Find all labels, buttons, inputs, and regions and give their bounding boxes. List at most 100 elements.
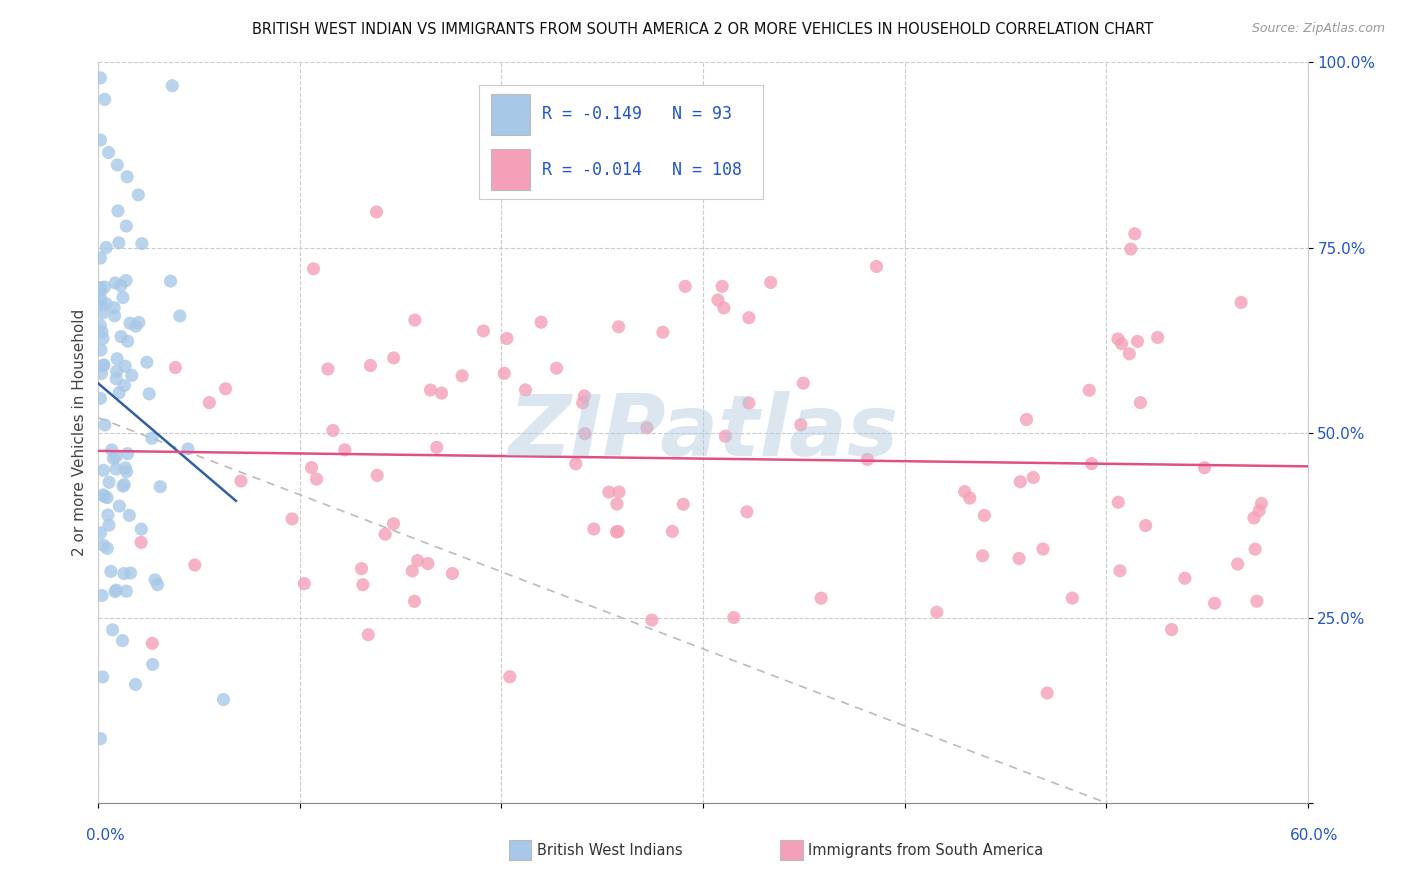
Text: 0.0%: 0.0%: [86, 829, 125, 843]
Point: [111, 479, 134, 493]
Point: [382, 351, 405, 365]
Point: [714, 429, 737, 443]
Point: [103, 301, 125, 315]
Text: Immigrants from South America: Immigrants from South America: [808, 843, 1043, 857]
Point: [606, 497, 628, 511]
Point: [382, 516, 405, 531]
Point: [105, 351, 128, 366]
Point: [1129, 395, 1152, 409]
Point: [115, 169, 138, 184]
Point: [953, 484, 976, 499]
Point: [1118, 347, 1140, 361]
Point: [301, 460, 323, 475]
Point: [1226, 557, 1249, 571]
Point: [93, 358, 115, 372]
Point: [1078, 384, 1101, 398]
Point: [100, 565, 122, 579]
Point: [89, 133, 111, 147]
Point: [91, 359, 114, 373]
Point: [1135, 518, 1157, 533]
Point: [1174, 571, 1197, 585]
Point: [1109, 564, 1132, 578]
Point: [112, 477, 135, 491]
Point: [141, 636, 163, 650]
Point: [713, 301, 735, 315]
Point: [738, 310, 761, 325]
Point: [101, 623, 124, 637]
Point: [105, 583, 128, 598]
Point: [103, 451, 125, 466]
Point: [129, 535, 152, 549]
Point: [98, 475, 121, 490]
Point: [104, 309, 127, 323]
Point: [131, 236, 153, 251]
Point: [546, 361, 568, 376]
Point: [472, 324, 495, 338]
Point: [124, 677, 146, 691]
Point: [1146, 330, 1168, 344]
Point: [117, 447, 139, 461]
Point: [214, 382, 236, 396]
Point: [91, 670, 114, 684]
Point: [322, 424, 344, 438]
Point: [142, 657, 165, 672]
Point: [792, 376, 814, 391]
Point: [93, 489, 115, 503]
Point: [1194, 460, 1216, 475]
Point: [959, 491, 981, 505]
Point: [430, 386, 453, 401]
Point: [357, 628, 380, 642]
Point: [105, 158, 128, 172]
Point: [673, 279, 696, 293]
Point: [672, 497, 695, 511]
Point: [111, 633, 134, 648]
Point: [810, 591, 832, 606]
Point: [723, 610, 745, 624]
Point: [641, 613, 664, 627]
Point: [101, 442, 124, 457]
Point: [91, 331, 114, 345]
Point: [89, 731, 111, 746]
Point: [93, 538, 115, 552]
Point: [1244, 542, 1267, 557]
Point: [107, 203, 129, 218]
Point: [108, 499, 131, 513]
Point: [128, 316, 150, 330]
Point: [1010, 475, 1032, 489]
Point: [607, 524, 630, 539]
Point: [89, 318, 111, 333]
Point: [165, 360, 187, 375]
Point: [374, 527, 396, 541]
Point: [90, 367, 112, 381]
Point: [1230, 295, 1253, 310]
Point: [114, 460, 136, 475]
Point: [598, 485, 620, 500]
Point: [118, 316, 141, 330]
Point: [865, 260, 887, 274]
Point: [1107, 495, 1129, 509]
Text: ZIPatlas: ZIPatlas: [508, 391, 898, 475]
Point: [124, 319, 146, 334]
Point: [401, 564, 423, 578]
Point: [1126, 334, 1149, 349]
Point: [1119, 242, 1142, 256]
Point: [91, 488, 114, 502]
Y-axis label: 2 or more Vehicles in Household: 2 or more Vehicles in Household: [72, 309, 87, 557]
Point: [281, 512, 304, 526]
Point: [316, 362, 339, 376]
Point: [118, 508, 141, 523]
Point: [110, 329, 132, 343]
Point: [404, 313, 426, 327]
Point: [96, 541, 118, 556]
Point: [115, 465, 138, 479]
Point: [416, 557, 439, 571]
Point: [1015, 412, 1038, 426]
Point: [149, 480, 172, 494]
Point: [515, 383, 537, 397]
Point: [707, 293, 730, 307]
Point: [212, 692, 235, 706]
Point: [333, 442, 356, 457]
Point: [496, 331, 519, 345]
Point: [146, 577, 169, 591]
Point: [359, 359, 381, 373]
